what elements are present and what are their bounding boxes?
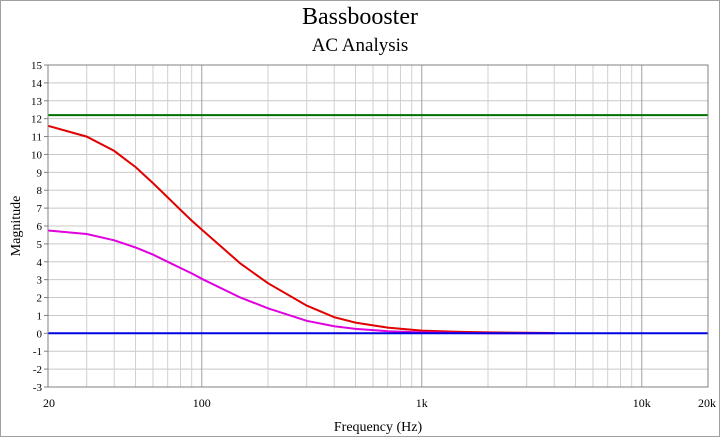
y-axis-label: Magnitude	[9, 196, 24, 257]
y-tick-label: 12	[31, 114, 42, 126]
chart-title: Bassbooster	[302, 4, 418, 30]
x-tick-label: 100	[193, 396, 211, 410]
y-tick-label: 13	[31, 96, 43, 108]
y-tick-label: -2	[33, 364, 42, 376]
x-axis-label: Frequency (Hz)	[334, 420, 423, 435]
y-tick-label: -3	[33, 382, 43, 394]
y-tick-label: 4	[37, 257, 43, 269]
y-tick-label: 6	[37, 221, 43, 233]
y-tick-label: 10	[31, 149, 43, 161]
y-tick-label: 9	[37, 167, 43, 179]
x-tick-label: 20k	[698, 396, 716, 410]
y-tick-label: 7	[37, 203, 43, 215]
x-tick-label: 1k	[416, 396, 428, 410]
chart-subtitle: AC Analysis	[311, 35, 409, 56]
series-line-3	[47, 229, 555, 335]
y-tick-label: 3	[37, 275, 43, 287]
series-line-2	[47, 124, 555, 334]
series-lines	[47, 114, 708, 335]
y-tick-label: 2	[37, 293, 43, 305]
y-tick-label: 8	[37, 185, 43, 197]
x-tick-label: 20	[43, 396, 55, 410]
grid	[47, 64, 709, 388]
y-tick-label: 1	[37, 310, 43, 322]
y-tick-label: 11	[31, 132, 42, 144]
x-ticks: 20 100 1k 10k 20k	[43, 396, 716, 410]
y-tick-label: 15	[31, 60, 43, 72]
y-tick-label: -1	[33, 346, 42, 358]
x-tick-label: 10k	[633, 396, 651, 410]
y-tick-label: 0	[37, 328, 43, 340]
y-tick-label: 14	[31, 78, 43, 90]
y-tick-label: 5	[37, 239, 43, 251]
